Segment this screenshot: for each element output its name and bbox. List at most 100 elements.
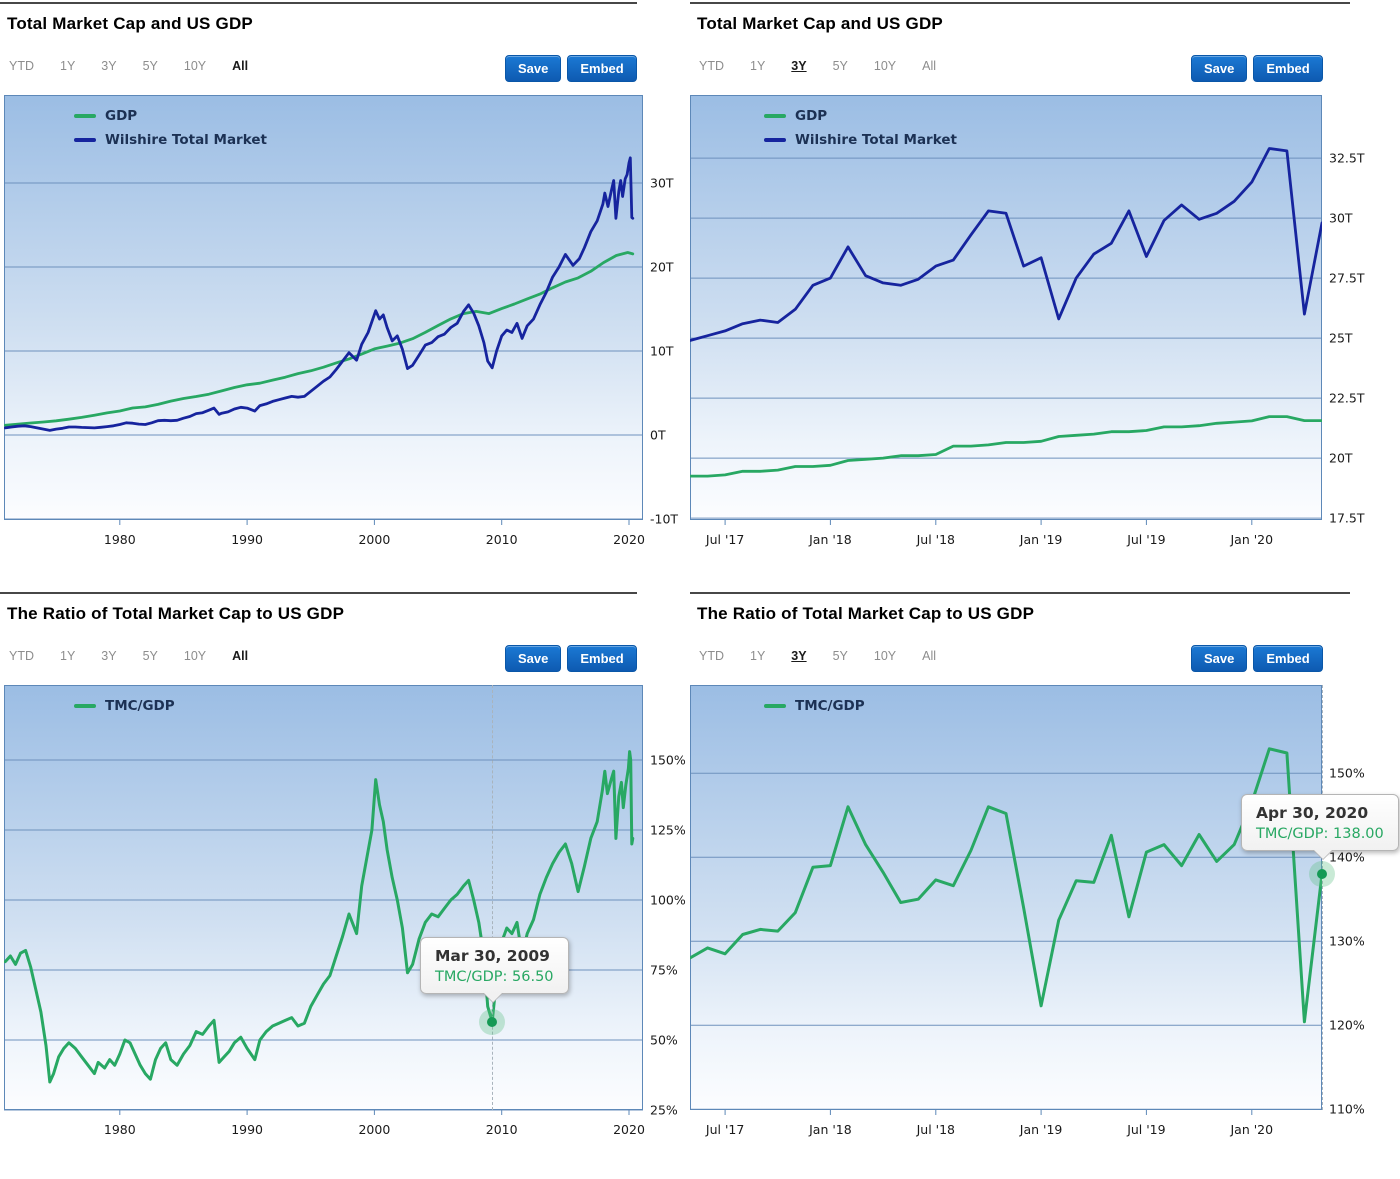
y-axis-label: 150% (650, 753, 686, 768)
tooltip: Mar 30, 2009 TMC/GDP: 56.50 (420, 937, 569, 1003)
legend-item-gdp[interactable]: GDP (74, 104, 267, 128)
range-button-1y[interactable]: 1Y (60, 59, 76, 73)
tooltip-value: TMC/GDP: 138.00 (1256, 826, 1384, 842)
chart-canvas[interactable]: 30T 20T 10T 0T -10T 1980 1990 2000 2010 2020 (4, 95, 694, 560)
x-axis-label: 1980 (104, 1122, 136, 1137)
range-button-10y[interactable]: 10Y (183, 59, 207, 73)
series-wilshire-total-market (690, 147, 1322, 342)
range-button-5y[interactable]: 5Y (832, 59, 848, 73)
crosshair-line (492, 685, 493, 1110)
y-axis-label: 125% (650, 823, 686, 838)
range-selector: YTD 1Y 3Y 5Y 10Y All (9, 57, 274, 75)
range-button-3y[interactable]: 3Y (791, 59, 807, 73)
range-selector: YTD 1Y 3Y 5Y 10Y All (9, 647, 274, 665)
range-button-ytd[interactable]: YTD (9, 59, 34, 73)
legend-label: TMC/GDP (795, 698, 865, 714)
legend-marker-icon (74, 704, 96, 708)
embed-button[interactable]: Embed (567, 55, 637, 82)
range-button-3y[interactable]: 3Y (791, 649, 807, 663)
range-button-1y[interactable]: 1Y (60, 649, 76, 663)
y-axis-label: 22.5T (1329, 391, 1365, 406)
x-axis-label: Jul '18 (916, 1122, 955, 1137)
x-axis-label: Jan '19 (1019, 532, 1063, 547)
range-button-all[interactable]: All (922, 649, 937, 663)
legend-item-tmc-gdp[interactable]: TMC/GDP (764, 694, 865, 718)
data-point-marker[interactable] (487, 1017, 497, 1027)
chart-panel-tmc-gdp-3y: Total Market Cap and US GDP YTD 1Y 3Y 5Y 10Y… (690, 0, 1400, 590)
range-button-ytd[interactable]: YTD (9, 649, 34, 663)
range-button-10y[interactable]: 10Y (183, 649, 207, 663)
legend-marker-icon (74, 114, 96, 118)
range-button-10y[interactable]: 10Y (873, 59, 897, 73)
y-axis-label: 120% (1329, 1018, 1365, 1033)
y-axis-label: 150% (1329, 766, 1365, 781)
plot-border (690, 95, 1322, 520)
legend-marker-icon (74, 138, 96, 142)
x-axis-label: 1980 (104, 532, 136, 547)
legend-item-wilshire-total-market[interactable]: Wilshire Total Market (74, 128, 267, 152)
range-button-3y[interactable]: 3Y (101, 59, 117, 73)
range-button-5y[interactable]: 5Y (832, 649, 848, 663)
series-tmc-gdp (690, 747, 1322, 1024)
embed-button[interactable]: Embed (1253, 645, 1323, 672)
chart-panel-ratio-3y: The Ratio of Total Market Cap to US GDP … (690, 590, 1400, 1179)
legend-item-tmc-gdp[interactable]: TMC/GDP (74, 694, 175, 718)
y-axis-label: 140% (1329, 850, 1365, 865)
chart-actions: Save Embed (505, 645, 643, 672)
range-button-3y[interactable]: 3Y (101, 649, 117, 663)
crosshair-line (1322, 685, 1323, 1110)
range-button-5y[interactable]: 5Y (142, 649, 158, 663)
tooltip-date: Apr 30, 2020 (1256, 804, 1369, 822)
legend-marker-icon (764, 114, 786, 118)
legend-label: Wilshire Total Market (105, 132, 267, 148)
page-title: Total Market Cap and US GDP (697, 14, 943, 33)
range-button-1y[interactable]: 1Y (750, 649, 766, 663)
embed-button[interactable]: Embed (567, 645, 637, 672)
range-selector: YTD 1Y 3Y 5Y 10Y All (699, 647, 962, 665)
chart-canvas[interactable]: 150% 125% 100% 75% 50% 25% 1980 1990 2000 2010 202… (4, 685, 694, 1150)
series-tmc-gdp (4, 750, 635, 1084)
x-axis-label: Jul '17 (705, 532, 744, 547)
x-axis-label: 2020 (613, 1122, 645, 1137)
data-point-marker[interactable] (1317, 869, 1327, 879)
chart-canvas[interactable]: 150% 140% 130% 120% 110% Jul '17 Jan '18 Jul '1… (690, 685, 1400, 1150)
legend-item-wilshire-total-market[interactable]: Wilshire Total Market (764, 128, 957, 152)
save-button[interactable]: Save (505, 645, 562, 672)
range-button-ytd[interactable]: YTD (699, 59, 724, 73)
x-axis-label: Jul '17 (705, 1122, 744, 1137)
series-gdp (690, 415, 1322, 478)
series-gdp (4, 251, 635, 427)
range-button-5y[interactable]: 5Y (142, 59, 158, 73)
x-axis-label: Jan '19 (1019, 1122, 1063, 1137)
panel-divider (0, 592, 637, 594)
y-axis-label: 100% (650, 893, 686, 908)
plot-border (4, 685, 643, 1110)
range-button-ytd[interactable]: YTD (699, 649, 724, 663)
legend-marker-icon (764, 138, 786, 142)
x-axis-label: 2010 (486, 1122, 518, 1137)
range-selector: YTD 1Y 3Y 5Y 10Y All (699, 57, 962, 75)
y-axis-label: 20T (1329, 451, 1353, 466)
tooltip-date: Mar 30, 2009 (435, 947, 550, 965)
panel-divider (690, 592, 1350, 594)
embed-button[interactable]: Embed (1253, 55, 1323, 82)
save-button[interactable]: Save (505, 55, 562, 82)
range-button-10y[interactable]: 10Y (873, 649, 897, 663)
range-button-all[interactable]: All (232, 649, 249, 663)
x-axis-label: 2000 (358, 1122, 390, 1137)
range-button-all[interactable]: All (232, 59, 249, 73)
page-title: The Ratio of Total Market Cap to US GDP (697, 604, 1035, 623)
legend-label: Wilshire Total Market (795, 132, 957, 148)
y-axis-label: 32.5T (1329, 151, 1365, 166)
legend-label: TMC/GDP (105, 698, 175, 714)
save-button[interactable]: Save (1191, 55, 1248, 82)
plot-background (690, 685, 1322, 1110)
range-button-all[interactable]: All (922, 59, 937, 73)
y-axis-label: 30T (1329, 211, 1353, 226)
range-button-1y[interactable]: 1Y (750, 59, 766, 73)
chart-canvas[interactable]: 32.5T 30T 27.5T 25T 22.5T 20T 17.5T Jul '17 Jan … (690, 95, 1400, 560)
legend-label: GDP (795, 108, 828, 124)
legend-item-gdp[interactable]: GDP (764, 104, 957, 128)
save-button[interactable]: Save (1191, 645, 1248, 672)
